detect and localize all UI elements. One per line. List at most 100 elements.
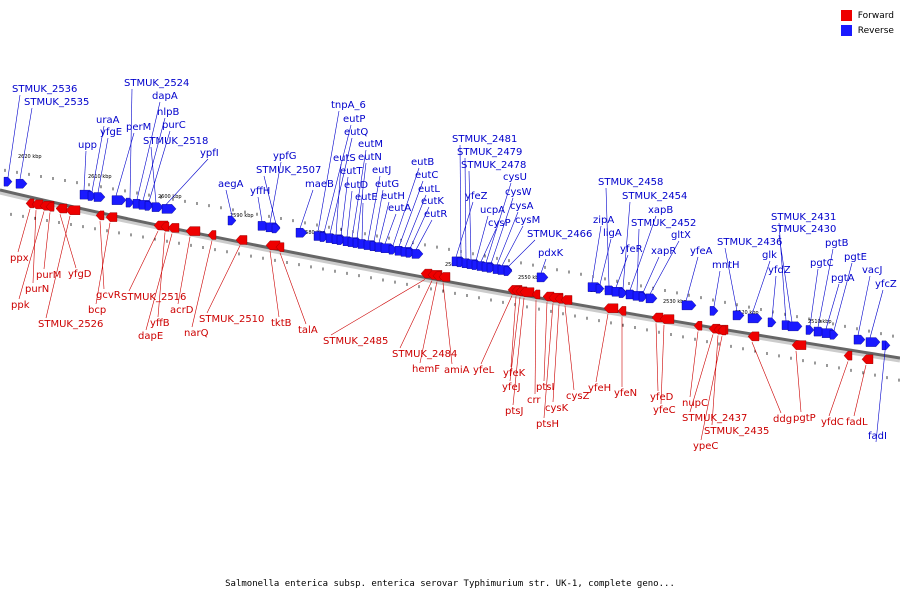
reverse-gene-label: STMUK_2430	[771, 224, 836, 235]
reverse-gene-label: STMUK_2454	[622, 191, 687, 202]
reverse-gene-label: nlpB	[157, 107, 179, 118]
reverse-gene-label: perM	[126, 122, 151, 133]
reverse-gene-label: aegA	[218, 179, 244, 190]
reverse-label-line	[361, 202, 364, 240]
reverse-label-line	[459, 144, 462, 259]
reverse-gene-label: eutA	[388, 203, 411, 214]
forward-label-line	[191, 240, 213, 328]
reverse-label-line	[825, 283, 840, 330]
forward-gene-label: acrD	[170, 305, 194, 316]
forward-gene-arrow	[438, 272, 451, 282]
forward-gene-label: hemF	[412, 364, 440, 375]
forward-label-line	[59, 214, 77, 269]
reverse-gene-label: yfcZ	[875, 279, 897, 290]
reverse-gene-label: STMUK_2481	[452, 134, 517, 145]
forward-gene-label: yfeJ	[502, 382, 521, 393]
reverse-gene-arrow	[227, 215, 237, 226]
reverse-gene-label: eutM	[358, 139, 383, 150]
reverse-label-line	[501, 225, 524, 266]
forward-gene-labels: ppx purN ppk purM yfgD STMUK_2526 gcvR bcp STMUK…	[10, 253, 868, 452]
reverse-gene-label: glk	[762, 250, 777, 261]
forward-gene-label: STMUK_2485	[323, 336, 388, 347]
forward-gene-label: STMUK_2526	[38, 319, 103, 330]
reverse-gene-label: mntH	[712, 260, 740, 271]
reverse-gene-label: eutT	[340, 166, 363, 177]
reverse-gene-arrow	[829, 330, 839, 340]
strand-legend: Forward Reverse	[840, 8, 894, 38]
reverse-gene-label: STMUK_2535	[24, 97, 89, 108]
forward-gene-label: STMUK_2435	[704, 426, 769, 437]
reverse-gene-label: uraA	[96, 115, 120, 126]
reverse-label-line	[367, 175, 381, 241]
reverse-label-lines	[7, 88, 887, 443]
forward-gene-label: ptsH	[536, 419, 559, 430]
forward-label-line	[45, 215, 71, 319]
reverse-gene-label: STMUK_2458	[598, 177, 663, 188]
reverse-gene-label: pgtB	[825, 238, 849, 249]
reverse-gene-arrow	[645, 293, 658, 304]
forward-gene-label: STMUK_2437	[682, 413, 747, 424]
reverse-label-line	[771, 275, 777, 319]
forward-gene-label: ypeC	[693, 441, 718, 452]
forward-gene-label: STMUK_2510	[199, 314, 264, 325]
reverse-label-line	[257, 196, 263, 222]
forward-label-line	[660, 324, 665, 405]
reverse-label-line	[490, 197, 514, 264]
map-caption: Salmonella enterica subsp. enterica sero…	[225, 579, 675, 589]
reverse-gene-arrow	[787, 321, 803, 332]
reverse-label-line	[415, 219, 433, 250]
forward-label-line	[543, 303, 554, 419]
reverse-gene-label: xapR	[651, 246, 676, 257]
reverse-label-line	[346, 190, 353, 238]
reverse-gene-label: STMUK_2452	[631, 218, 696, 229]
reverse-label-line	[356, 162, 367, 239]
reverse-label-line	[91, 125, 105, 192]
reverse-label-line	[225, 189, 233, 217]
forward-gene-arrow	[843, 350, 853, 361]
forward-gene-label: talA	[298, 325, 318, 336]
reverse-label-line	[629, 215, 657, 291]
reverse-gene-arrow	[125, 197, 135, 208]
forward-gene-arrow	[791, 340, 807, 350]
forward-gene-label: dapE	[138, 331, 163, 342]
reverse-gene-arrow	[271, 223, 281, 234]
forward-gene-arrow	[603, 303, 619, 313]
forward-label-line	[330, 279, 426, 336]
reverse-gene-arrows	[3, 168, 894, 351]
forward-label-line	[95, 222, 111, 305]
forward-gene-label: yfeH	[588, 383, 611, 394]
reverse-label-line	[323, 124, 352, 233]
reverse-gene-label: fadI	[868, 431, 887, 442]
reverse-label-line	[817, 248, 834, 328]
forward-label-line	[534, 300, 537, 395]
reverse-label-line	[335, 163, 342, 235]
reverse-label-line	[373, 189, 384, 242]
forward-label-line	[751, 342, 782, 414]
tick-2580: 2580 kbp	[302, 230, 326, 236]
reverse-label-line	[833, 262, 853, 331]
forward-gene-label: yfeK	[503, 368, 526, 379]
reverse-gene-label: cysA	[510, 201, 534, 212]
forward-gene-label: yfeD	[650, 392, 674, 403]
reverse-gene-arrow	[709, 306, 719, 316]
reverse-label-line	[269, 161, 282, 224]
reverse-label-line	[136, 101, 161, 200]
forward-label-line	[480, 295, 513, 365]
forward-label-line	[18, 211, 45, 300]
tick-2600: 2600 kbp	[158, 194, 182, 200]
forward-gene-arrow	[95, 210, 105, 221]
forward-gene-label: bcp	[88, 305, 106, 316]
forward-label-line	[543, 302, 548, 382]
forward-gene-arrow	[167, 223, 180, 233]
forward-label-line	[552, 304, 560, 403]
reverse-label-line	[148, 130, 171, 202]
reverse-gene-arrow	[411, 249, 424, 259]
reverse-gene-label: ypfI	[200, 148, 219, 159]
forward-label-line	[509, 297, 521, 382]
reverse-gene-label: eutR	[424, 209, 447, 220]
reverse-gene-label: eutJ	[372, 165, 391, 176]
forward-gene-arrow	[207, 230, 217, 240]
tick-2610: 2610 kbp	[88, 174, 112, 180]
forward-gene-label: ppk	[11, 300, 30, 311]
